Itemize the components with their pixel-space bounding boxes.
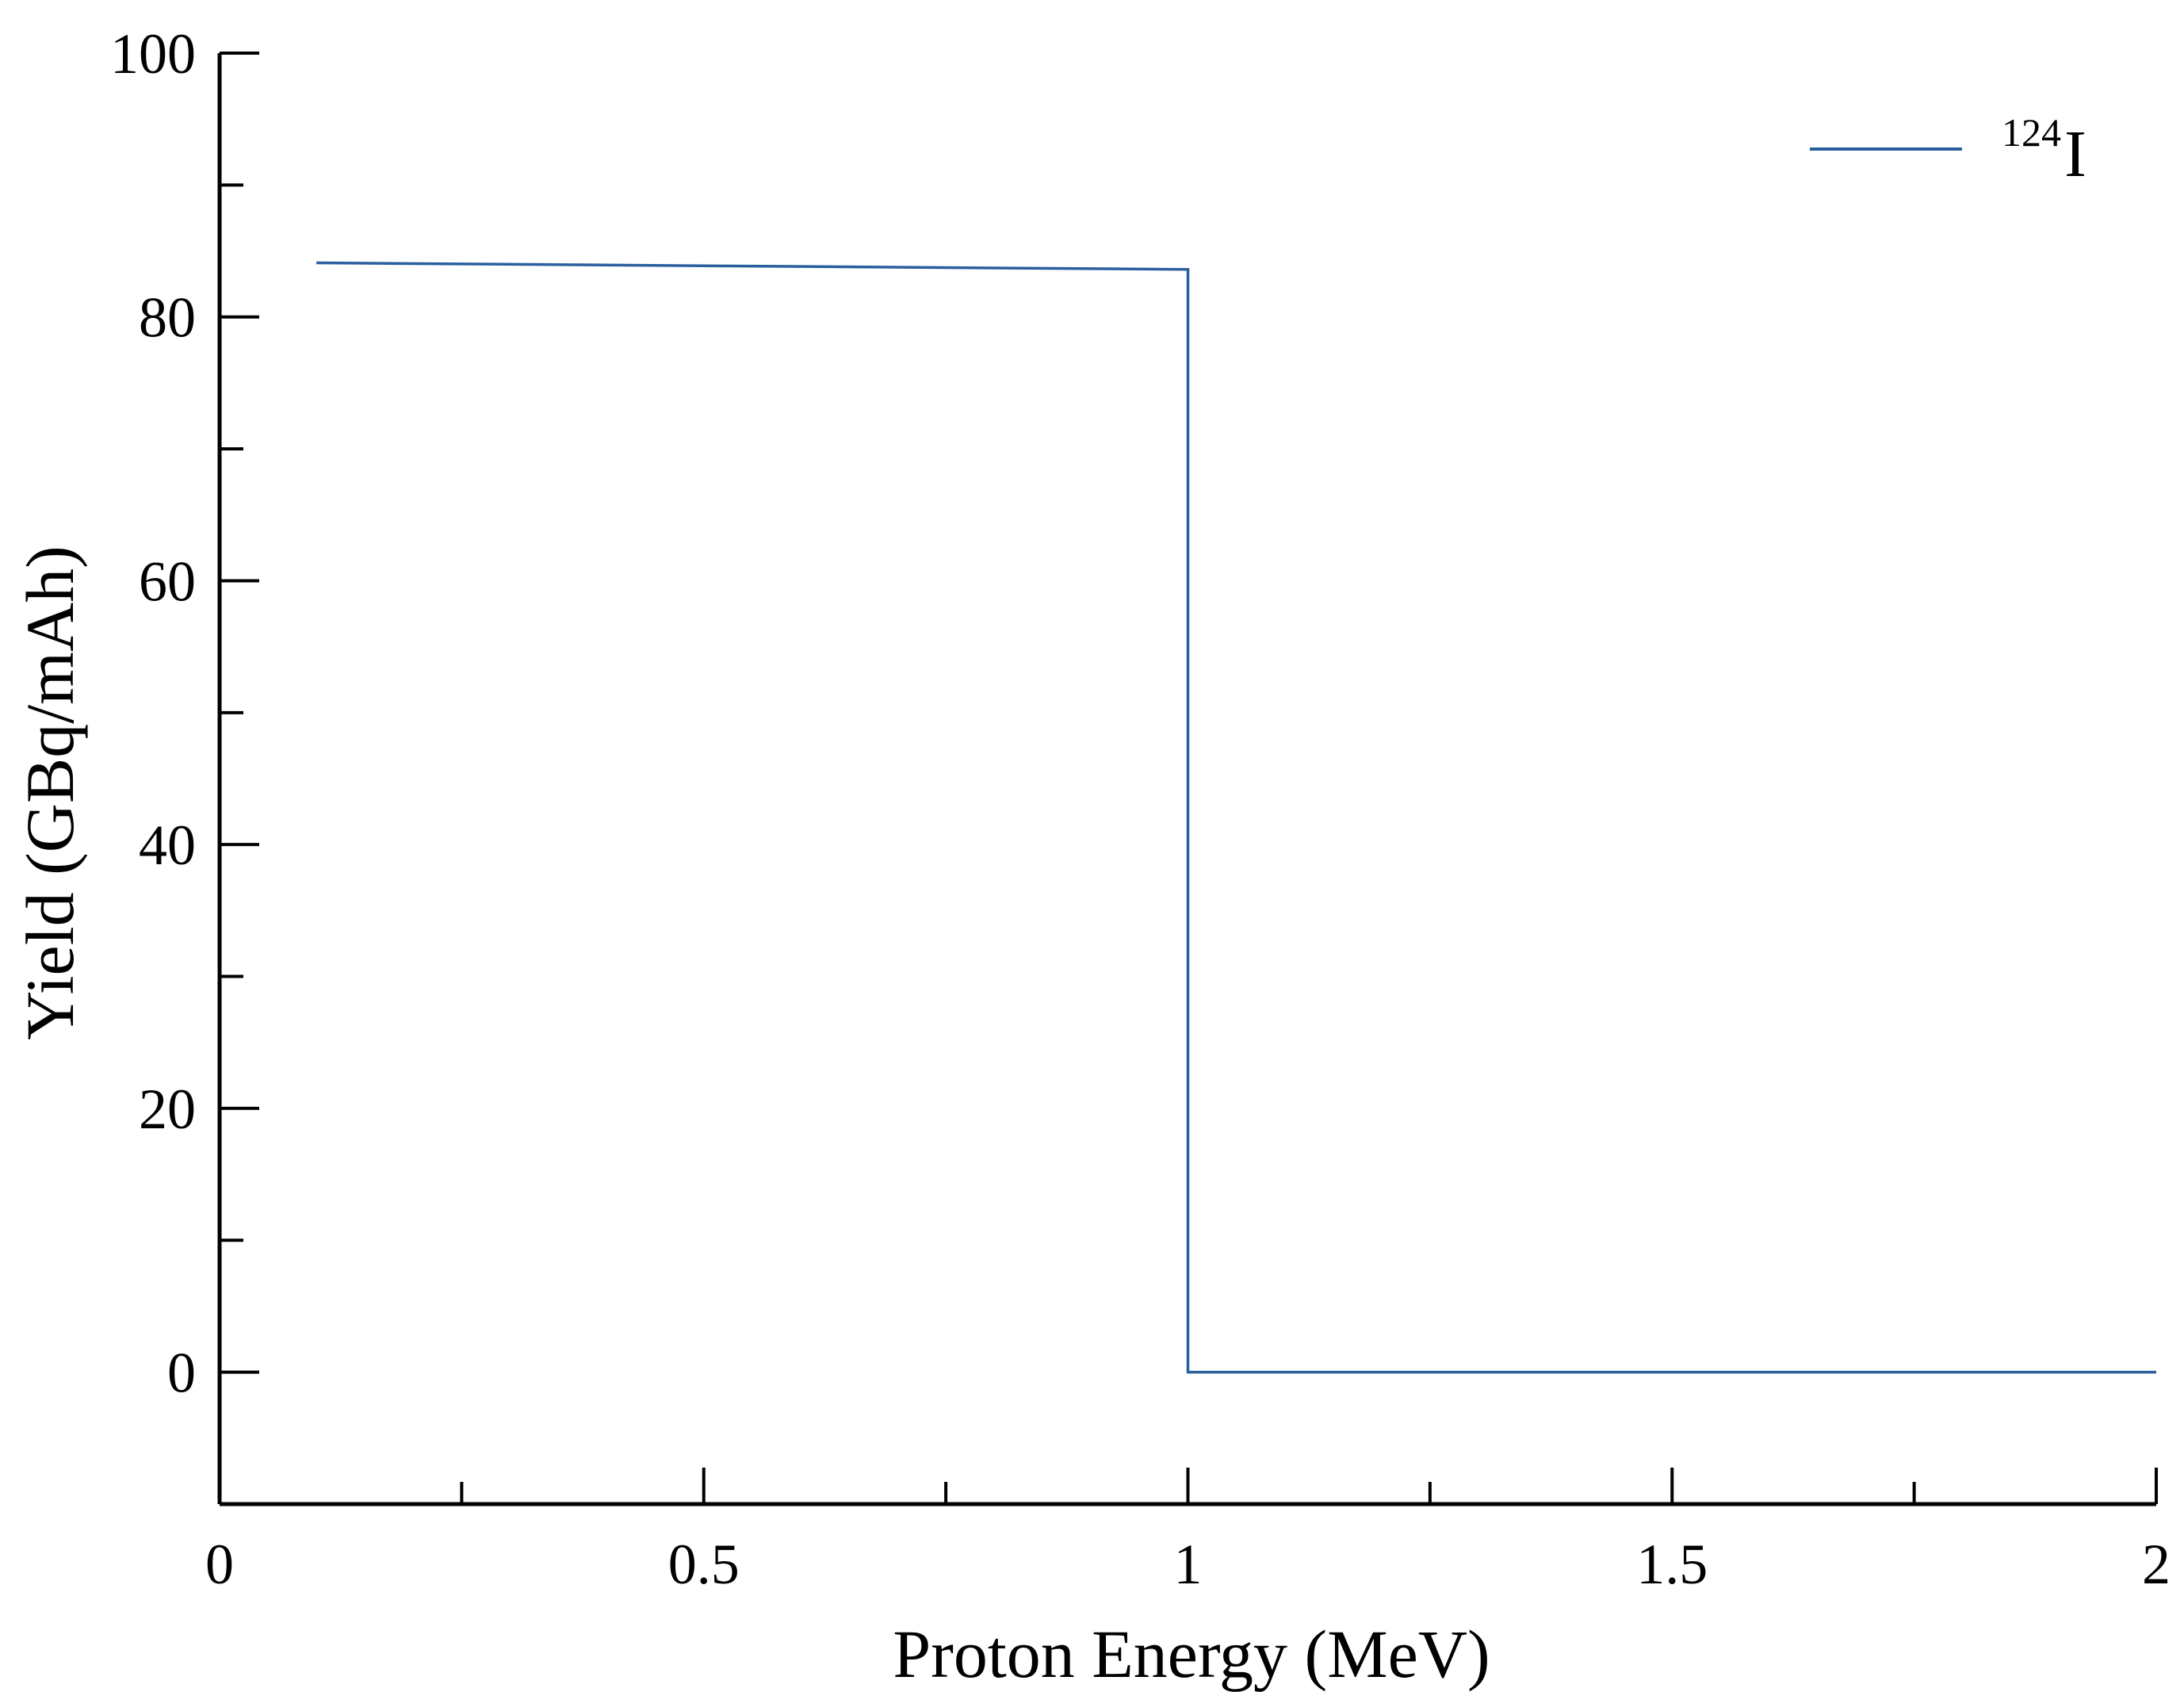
y-tick-label: 40 — [139, 813, 196, 877]
series-line-124i — [316, 261, 2156, 1374]
x-tick-label: 0 — [205, 1533, 234, 1596]
x-axis-title: Proton Energy (MeV) — [893, 1616, 1490, 1692]
y-tick-label: 0 — [167, 1342, 196, 1405]
legend-label-124i: 124 I — [2002, 110, 2086, 191]
legend: 124 I — [1810, 110, 2086, 191]
legend-element-symbol: I — [2064, 117, 2086, 191]
y-tick-label: 20 — [139, 1078, 196, 1141]
y-tick-label: 60 — [139, 549, 196, 613]
x-tick-label: 1.5 — [1636, 1533, 1708, 1596]
y-axis: 0 20 40 60 80 100 — [110, 22, 259, 1504]
series-layer — [316, 261, 2156, 1374]
y-tick-label: 80 — [139, 286, 196, 350]
x-tick-label: 0.5 — [668, 1533, 740, 1596]
x-tick-label: 2 — [2142, 1533, 2171, 1596]
y-axis-title: Yield (GBq/mAh) — [12, 545, 88, 1039]
legend-mass-number: 124 — [2002, 110, 2061, 155]
x-axis: 0 0.5 1 1.5 2 — [205, 1468, 2171, 1596]
y-tick-label: 100 — [110, 22, 196, 86]
x-tick-label: 1 — [1174, 1533, 1203, 1596]
